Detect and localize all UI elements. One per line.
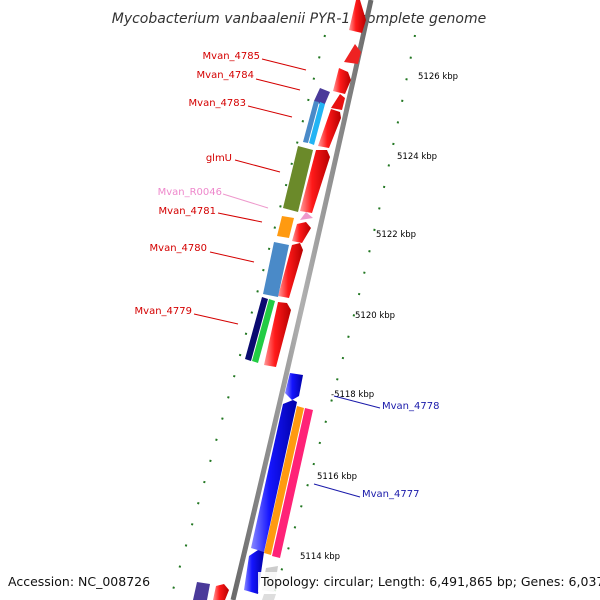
feature-orange xyxy=(277,216,294,238)
kbp-tick-label: 5116 kbp xyxy=(317,472,357,482)
feature-steelblue-2 xyxy=(263,242,289,297)
gene-label: Mvan_4780 xyxy=(150,243,207,254)
feature-navy xyxy=(245,297,268,361)
kbp-tick-labels: 5126 kbp 5124 kbp 5122 kbp 5120 kbp -511… xyxy=(300,72,458,562)
gene-label: Mvan_4783 xyxy=(189,98,246,109)
feature-steelblue-1 xyxy=(303,101,319,143)
gene-r0046 xyxy=(300,212,313,220)
forward-strand-genes xyxy=(213,0,366,600)
gene-mvan-4785b xyxy=(344,44,361,64)
inner-tick-ring xyxy=(169,34,326,600)
gene-label: Mvan_4784 xyxy=(197,70,254,81)
map-title: Mycobacterium vanbaalenii PYR-1, complet… xyxy=(112,11,487,27)
gene-mvan-4781 xyxy=(292,222,311,243)
genome-summary: Topology: circular; Length: 6,491,865 bp… xyxy=(260,574,600,589)
gene-label: Mvan_4777 xyxy=(362,489,419,500)
gene-mvan-4777-blue xyxy=(251,400,297,552)
kbp-tick-label: -5118 kbp xyxy=(331,390,374,400)
accession-label: Accession: NC_008726 xyxy=(8,574,150,589)
gene-label: Mvan_4778 xyxy=(382,401,439,412)
gene-white-bottom xyxy=(262,594,276,600)
gene-mvan-4782 xyxy=(318,109,341,148)
kbp-tick-label: 5120 kbp xyxy=(355,311,395,321)
kbp-tick-label: 5122 kbp xyxy=(376,230,416,240)
gene-pink-rev xyxy=(272,408,313,558)
feature-cyan xyxy=(309,102,325,145)
gene-label: Mvan_4785 xyxy=(203,51,260,62)
kbp-tick-label: 5114 kbp xyxy=(300,552,340,562)
gene-forward-bottom xyxy=(213,584,229,600)
gene-label: Mvan_4781 xyxy=(159,206,216,217)
gene-label: glmU xyxy=(206,153,232,164)
kbp-tick-label: 5124 kbp xyxy=(397,152,437,162)
gene-mvan-4778 xyxy=(285,373,303,400)
gene-glmu xyxy=(300,150,330,213)
genome-backbone xyxy=(230,0,374,600)
gene-label: Mvan_R0046 xyxy=(158,187,222,198)
gene-mvan-4785 xyxy=(349,0,366,33)
kbp-tick-label: 5126 kbp xyxy=(418,72,458,82)
gene-mvan-4780 xyxy=(278,243,303,298)
gene-label: Mvan_4779 xyxy=(135,306,192,317)
gene-purple-bottom xyxy=(193,582,210,600)
footer-summary-bg xyxy=(258,572,600,592)
gene-labels: Mvan_4785 Mvan_4784 Mvan_4783 glmU Mvan_… xyxy=(135,51,440,500)
gene-mvan-4784 xyxy=(333,68,351,94)
feature-green xyxy=(252,299,275,363)
gene-mvan-4779 xyxy=(264,302,291,367)
label-leader-lines xyxy=(193,58,381,498)
reverse-strand-genes xyxy=(193,373,313,600)
gene-orange-rev xyxy=(264,406,304,555)
feature-olive xyxy=(283,146,313,212)
feature-track-inner xyxy=(245,88,330,363)
gene-mvan-4783 xyxy=(331,94,345,110)
feature-purple xyxy=(314,88,330,106)
